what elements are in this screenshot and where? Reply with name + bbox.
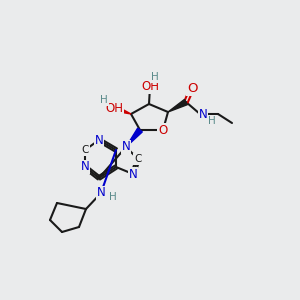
Polygon shape: [113, 105, 131, 114]
Text: H: H: [151, 72, 159, 82]
Text: C: C: [81, 145, 89, 155]
Text: H: H: [208, 116, 216, 126]
Text: H: H: [109, 192, 117, 202]
Polygon shape: [168, 99, 188, 112]
Text: N: N: [81, 160, 89, 173]
Polygon shape: [126, 128, 142, 147]
Text: N: N: [129, 167, 137, 181]
Text: N: N: [97, 187, 105, 200]
Text: O: O: [187, 82, 197, 94]
Text: N: N: [122, 140, 130, 154]
Text: C: C: [134, 154, 142, 164]
Text: N: N: [94, 134, 103, 146]
Text: OH: OH: [141, 80, 159, 94]
Text: OH: OH: [105, 101, 123, 115]
Text: O: O: [158, 124, 168, 136]
Text: N: N: [199, 107, 207, 121]
Text: H: H: [100, 95, 108, 105]
